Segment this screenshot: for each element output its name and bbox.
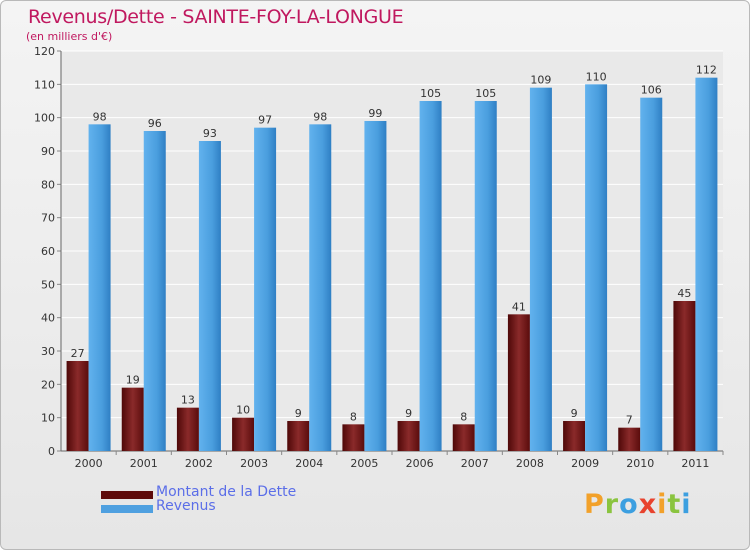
y-tick-label: 80 (41, 178, 55, 191)
bar-debt (397, 421, 420, 451)
data-label-revenue: 98 (313, 110, 327, 123)
proxiti-logo: Proxiti (584, 489, 692, 520)
y-tick-label: 0 (48, 445, 55, 458)
bar-debt (673, 301, 696, 451)
x-tick-label: 2011 (681, 457, 709, 470)
logo-letter: i (657, 489, 668, 520)
data-label-revenue: 109 (530, 74, 551, 87)
y-tick-label: 40 (41, 312, 55, 325)
data-label-debt: 10 (236, 404, 250, 417)
legend-swatch-debt (101, 491, 153, 499)
logo-letter: r (604, 489, 620, 520)
x-tick-label: 2003 (240, 457, 268, 470)
data-label-debt: 8 (460, 410, 467, 423)
data-label-revenue: 97 (258, 114, 272, 127)
x-tick-label: 2008 (516, 457, 544, 470)
logo-letter: i (681, 489, 692, 520)
bar-debt (176, 407, 199, 451)
bar-revenue (309, 124, 332, 451)
data-label-debt: 9 (295, 407, 302, 420)
x-tick-label: 2005 (350, 457, 378, 470)
bar-debt (287, 421, 310, 451)
data-label-revenue: 98 (93, 110, 107, 123)
bar-revenue (419, 101, 442, 451)
bar-debt (121, 387, 144, 451)
logo-letter: t (667, 489, 682, 520)
x-tick-label: 2001 (130, 457, 158, 470)
y-tick-label: 10 (41, 412, 55, 425)
legend-label-revenue: Revenus (156, 498, 216, 514)
bar-debt (66, 361, 89, 451)
bar-revenue (640, 97, 663, 452)
data-label-debt: 13 (181, 394, 195, 407)
data-label-debt: 9 (571, 407, 578, 420)
y-tick-label: 70 (41, 212, 55, 225)
data-label-debt: 41 (512, 300, 526, 313)
y-tick-label: 60 (41, 245, 55, 258)
x-tick-label: 2010 (626, 457, 654, 470)
data-label-revenue: 105 (420, 87, 441, 100)
data-label-debt: 7 (626, 414, 633, 427)
y-tick-label: 120 (34, 45, 55, 58)
y-tick-label: 90 (41, 145, 55, 158)
y-tick-label: 100 (34, 112, 55, 125)
x-tick-label: 2006 (406, 457, 434, 470)
y-tick-label: 50 (41, 278, 55, 291)
legend-label-debt: Montant de la Dette (156, 484, 297, 500)
data-label-revenue: 112 (696, 64, 717, 77)
x-tick-label: 2000 (75, 457, 103, 470)
legend-swatch-revenue (101, 505, 153, 513)
bar-revenue (474, 101, 497, 451)
data-label-revenue: 93 (203, 127, 217, 140)
x-tick-label: 2002 (185, 457, 213, 470)
bar-debt (618, 427, 641, 451)
y-tick-label: 30 (41, 345, 55, 358)
bar-debt (232, 417, 255, 451)
data-label-debt: 19 (126, 374, 140, 387)
data-label-revenue: 110 (586, 70, 607, 83)
bar-revenue (198, 141, 221, 451)
data-label-revenue: 105 (475, 87, 496, 100)
bar-revenue (88, 124, 111, 451)
data-label-revenue: 106 (641, 84, 662, 97)
y-tick-label: 110 (34, 78, 55, 91)
data-label-revenue: 99 (368, 107, 382, 120)
bar-revenue (143, 131, 166, 451)
bar-debt (507, 314, 530, 451)
bar-revenue (529, 87, 552, 452)
y-tick-label: 20 (41, 378, 55, 391)
data-label-debt: 9 (405, 407, 412, 420)
logo-letter: P (584, 489, 605, 520)
chart-title: Revenus/Dette - SAINTE-FOY-LA-LONGUE (28, 6, 404, 28)
bar-debt (563, 421, 586, 451)
bar-revenue (695, 77, 718, 452)
bar-revenue (585, 84, 608, 451)
bar-revenue (254, 127, 277, 452)
logo-letter: x (638, 489, 658, 520)
x-tick-label: 2007 (461, 457, 489, 470)
data-label-debt: 8 (350, 410, 357, 423)
x-tick-label: 2004 (295, 457, 323, 470)
bar-debt (342, 424, 365, 451)
x-tick-label: 2009 (571, 457, 599, 470)
bar-debt (452, 424, 475, 451)
data-label-revenue: 96 (148, 117, 162, 130)
logo-letter: o (619, 489, 639, 520)
data-label-debt: 27 (71, 347, 85, 360)
bar-revenue (364, 121, 387, 451)
chart-subtitle: (en milliers d'€) (26, 30, 113, 43)
data-label-debt: 45 (677, 287, 691, 300)
